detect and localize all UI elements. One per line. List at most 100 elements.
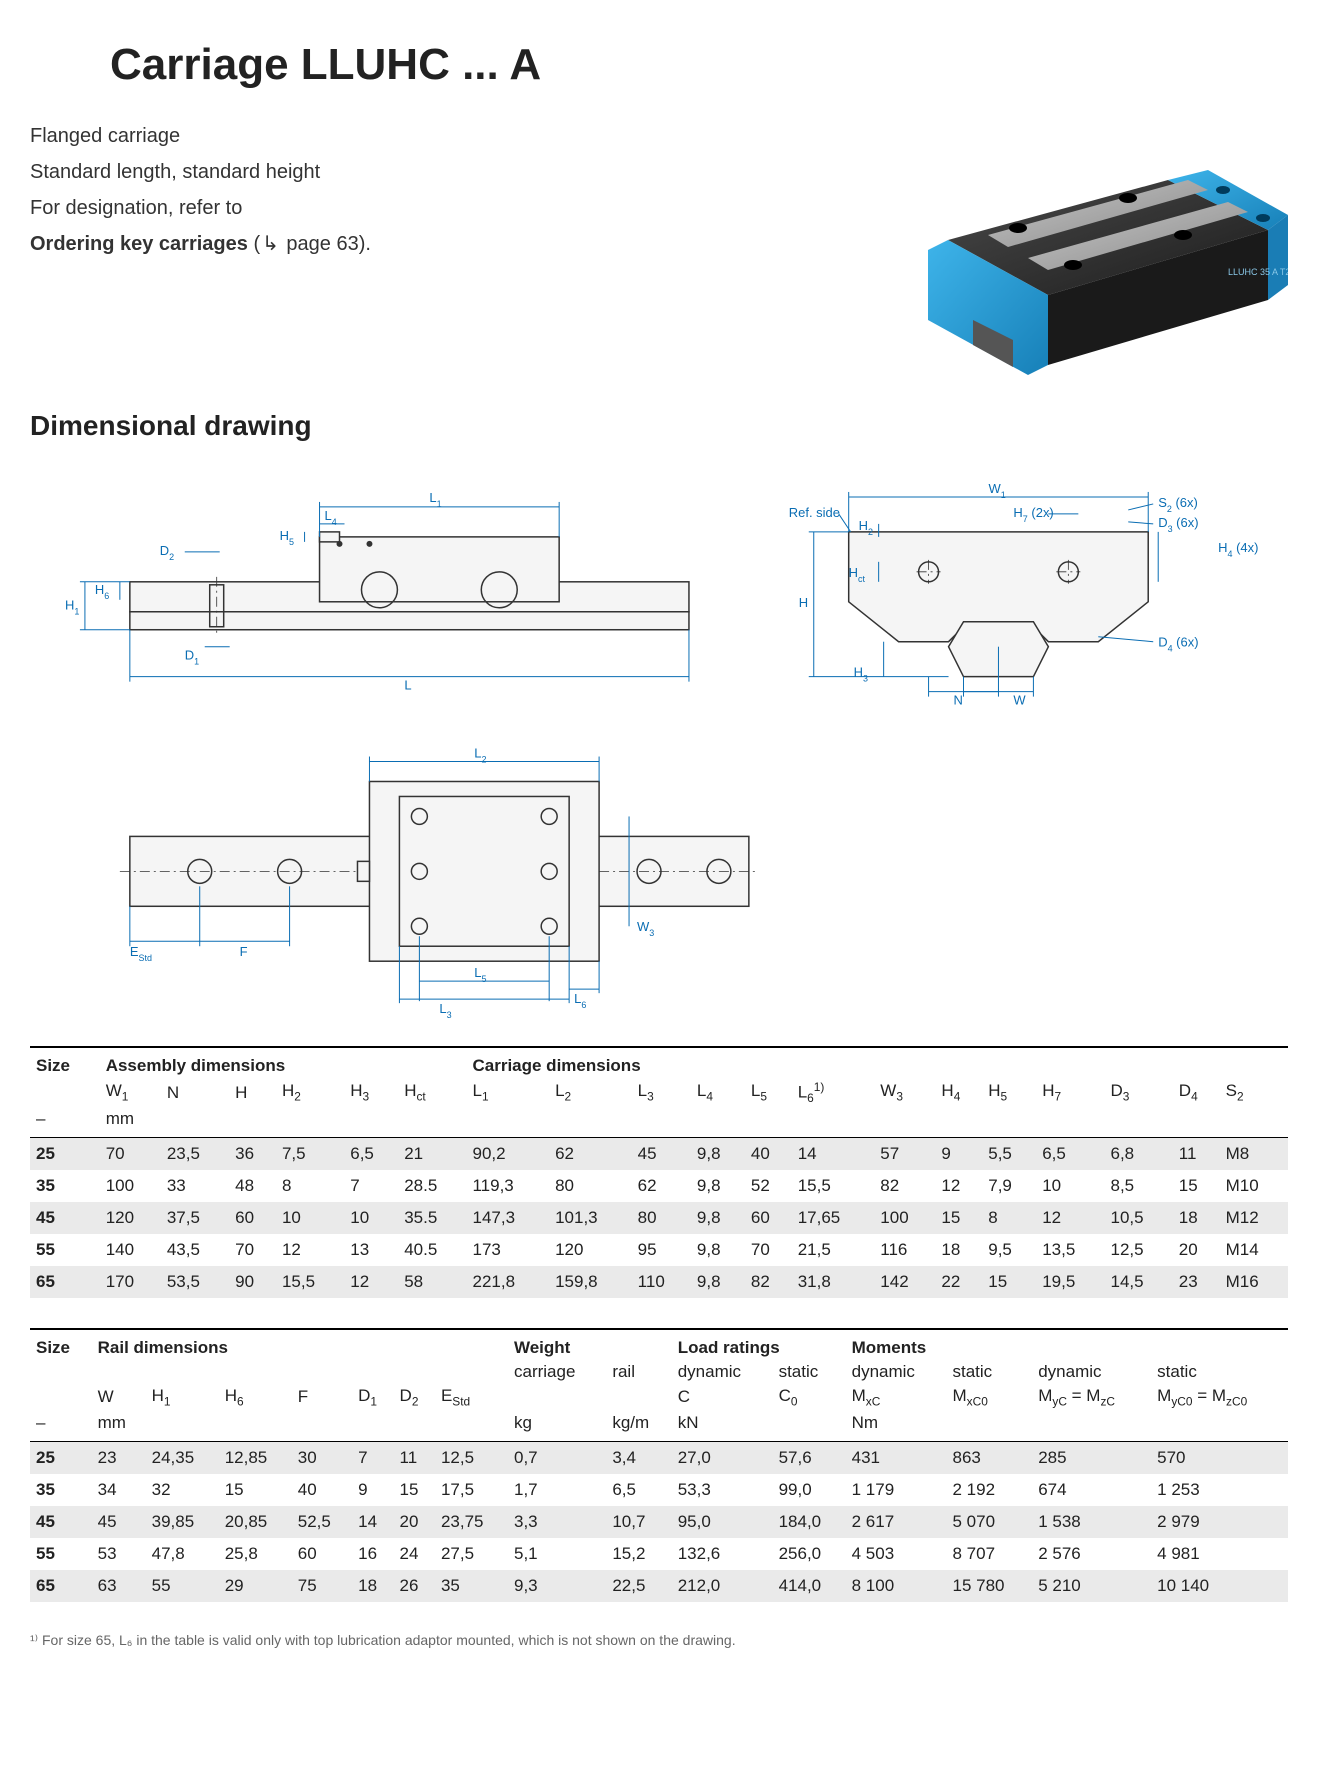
data-cell: 6,5 [344, 1138, 398, 1171]
data-cell: 70 [100, 1138, 161, 1171]
data-cell: 40 [292, 1474, 352, 1506]
intro-text: Flanged carriage Standard length, standa… [30, 120, 828, 264]
t2-sub-carriage: carriage [508, 1360, 606, 1384]
label-F: F [240, 944, 248, 959]
data-cell: 15 [982, 1266, 1036, 1298]
t2-size-header: Size [30, 1329, 92, 1360]
t1-sym-2: H [229, 1078, 276, 1107]
data-cell: 7,9 [982, 1170, 1036, 1202]
t2-sub-rail: rail [606, 1360, 671, 1384]
intro-line-4: Ordering key carriages (↳ page 63). [30, 228, 828, 260]
data-cell: 863 [946, 1441, 1032, 1474]
data-cell: 15 [219, 1474, 292, 1506]
label-D4-6x: D4 (6x) [1158, 635, 1198, 654]
data-cell: 100 [874, 1202, 935, 1234]
t2-sym-mom-0: MxC [846, 1384, 947, 1410]
data-cell: 29 [219, 1570, 292, 1602]
t1-sym-0: W1 [100, 1078, 161, 1107]
label-L: L [404, 678, 411, 693]
t1-sym-16: D3 [1105, 1078, 1173, 1107]
data-cell: 12 [1036, 1202, 1104, 1234]
data-cell: 2 192 [946, 1474, 1032, 1506]
intro-section: Flanged carriage Standard length, standa… [30, 120, 1288, 380]
data-cell: 15,5 [792, 1170, 875, 1202]
t1-sym-15: H7 [1036, 1078, 1104, 1107]
data-cell: 82 [874, 1170, 935, 1202]
size-cell: 25 [30, 1138, 100, 1171]
data-cell: 53,5 [161, 1266, 229, 1298]
t1-sym-13: H4 [935, 1078, 982, 1107]
table-row: 353432154091517,51,76,553,399,01 1792 19… [30, 1474, 1288, 1506]
data-cell: 40.5 [398, 1234, 466, 1266]
label-S2: S2 (6x) [1158, 495, 1198, 514]
label-refside: Ref. side [789, 505, 840, 520]
data-cell: 110 [632, 1266, 691, 1298]
data-cell: 14,5 [1105, 1266, 1173, 1298]
data-cell: 75 [292, 1570, 352, 1602]
data-cell: 7 [344, 1170, 398, 1202]
t2-sym-rail-0: W [92, 1384, 146, 1410]
data-cell: 1 253 [1151, 1474, 1288, 1506]
intro-line-1: Flanged carriage [30, 120, 828, 152]
goto-arrow-icon: ↳ [262, 228, 279, 260]
data-cell: 9 [352, 1474, 393, 1506]
data-cell: 58 [398, 1266, 466, 1298]
data-cell: 170 [100, 1266, 161, 1298]
data-cell: 17,5 [435, 1474, 508, 1506]
data-cell: 1 538 [1032, 1506, 1151, 1538]
data-cell: 7 [352, 1441, 393, 1474]
t2-group-load: Load ratings [672, 1329, 846, 1360]
data-cell: 6,8 [1105, 1138, 1173, 1171]
data-cell: 2 617 [846, 1506, 947, 1538]
t1-sym-9: L4 [691, 1078, 745, 1107]
data-cell: 18 [935, 1234, 982, 1266]
data-cell: 116 [874, 1234, 935, 1266]
ordering-key-link: Ordering key carriages [30, 233, 248, 255]
size-cell: 35 [30, 1474, 92, 1506]
data-cell: 3,4 [606, 1441, 671, 1474]
data-cell: 22,5 [606, 1570, 671, 1602]
data-cell: 12,5 [435, 1441, 508, 1474]
data-cell: 23 [92, 1441, 146, 1474]
t2-sub-stat1: static [773, 1360, 846, 1384]
t2-sub-stat3: static [1151, 1360, 1288, 1384]
data-cell: 62 [549, 1138, 632, 1171]
t2-sym-load-0: C [672, 1384, 773, 1410]
data-cell: 10 [344, 1202, 398, 1234]
data-cell: 70 [229, 1234, 276, 1266]
data-cell: 27,0 [672, 1441, 773, 1474]
t1-group-carriage: Carriage dimensions [466, 1047, 1288, 1078]
t1-size-header: Size [30, 1047, 100, 1078]
data-cell: 13 [344, 1234, 398, 1266]
data-cell: 15 [935, 1202, 982, 1234]
data-cell: 57,6 [773, 1441, 846, 1474]
data-cell: 285 [1032, 1441, 1151, 1474]
data-cell: 21,5 [792, 1234, 875, 1266]
t2-sym-mom-2: MyC = MzC [1032, 1384, 1151, 1410]
size-cell: 65 [30, 1266, 100, 1298]
t2-unit-kN: kN [672, 1411, 773, 1442]
data-cell: 7,5 [276, 1138, 344, 1171]
data-cell: 30 [292, 1441, 352, 1474]
data-cell: 431 [846, 1441, 947, 1474]
data-cell: 16 [352, 1538, 393, 1570]
data-cell: M8 [1220, 1138, 1288, 1171]
data-cell: 36 [229, 1138, 276, 1171]
label-H6: H6 [95, 582, 109, 601]
table-row: 252324,3512,853071112,50,73,427,057,6431… [30, 1441, 1288, 1474]
data-cell: 82 [745, 1266, 792, 1298]
data-cell: 40 [745, 1138, 792, 1171]
data-cell: 45 [632, 1138, 691, 1171]
data-cell: 11 [394, 1441, 435, 1474]
label-H3: H3 [854, 665, 868, 684]
data-cell: 34 [92, 1474, 146, 1506]
data-cell: 14 [792, 1138, 875, 1171]
table-row: 65635529751826359,322,5212,0414,08 10015… [30, 1570, 1288, 1602]
data-cell: 221,8 [466, 1266, 549, 1298]
data-cell: 35 [435, 1570, 508, 1602]
data-cell: 24 [394, 1538, 435, 1570]
t1-sym-8: L3 [632, 1078, 691, 1107]
t2-sym-mom-1: MxC0 [946, 1384, 1032, 1410]
data-cell: 9 [935, 1138, 982, 1171]
data-cell: 10 [276, 1202, 344, 1234]
